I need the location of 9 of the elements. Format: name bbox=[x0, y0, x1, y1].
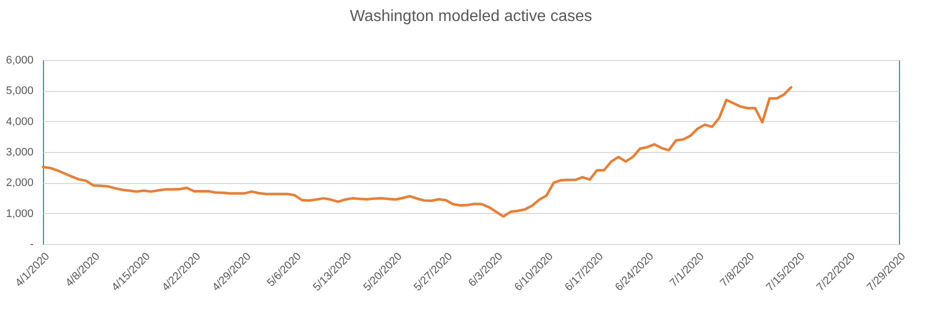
y-tick-label: 5,000 bbox=[6, 85, 34, 98]
line-series bbox=[42, 86, 792, 218]
y-tick-label: 1,000 bbox=[6, 208, 34, 220]
y-tick-label: 4,000 bbox=[6, 116, 34, 128]
y-tick-label: 2,000 bbox=[6, 177, 34, 190]
y-tick-label: 3,000 bbox=[6, 146, 34, 158]
y-tick-label: - bbox=[30, 238, 34, 250]
chart-title: Washington modeled active cases bbox=[350, 8, 592, 25]
y-tick-label: 6,000 bbox=[6, 54, 34, 66]
